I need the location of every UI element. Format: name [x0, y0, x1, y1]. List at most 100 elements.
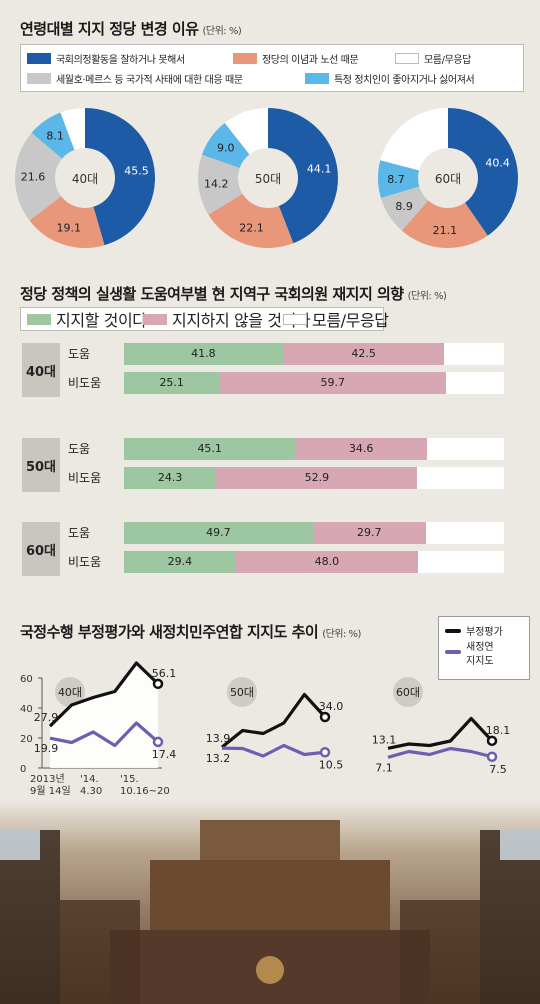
national-assembly-emblem [256, 956, 284, 984]
bar-segment: 49.7 [124, 522, 313, 544]
series-line [48, 661, 160, 728]
donut-slice [201, 122, 250, 169]
start-value-label: 7.1 [375, 761, 393, 774]
line-panel-40대: 40대 27.9 56.1 19.9 17.4 [34, 661, 177, 768]
bar-value-label: 59.7 [320, 376, 346, 389]
bar-segment: 41.8 [124, 343, 283, 365]
legend-label: 특정 정치인이 좋아지거나 싫어져서 [334, 74, 475, 86]
end-value-label: 10.5 [319, 758, 344, 771]
bar-segment [426, 438, 504, 460]
bar-segment: 52.9 [216, 467, 418, 489]
end-value-label: 34.0 [319, 700, 344, 713]
line-charts: 0 20 40 60 2013년 9월 14일 '14. 4.30 '15. 10.16~20 40… [20, 661, 511, 797]
end-point [319, 747, 331, 758]
donut-slice [380, 186, 429, 231]
donut-slice [380, 108, 448, 171]
series-line [221, 743, 326, 758]
legend-item-support-rate: 새정연 지지도 [445, 641, 494, 669]
series-line [49, 721, 160, 748]
bar-segment: 29.4 [124, 551, 236, 573]
right-monitor [500, 830, 540, 860]
bar-segment [418, 551, 504, 573]
donut-value-label: 8.7 [387, 173, 405, 186]
age-badge [55, 677, 85, 707]
bar-segment: 45.1 [124, 438, 296, 460]
x-tick-label: 2013년 9월 14일 [30, 773, 71, 797]
bar-segment: 29.7 [312, 522, 426, 544]
y-tick-label: 60 [20, 674, 33, 685]
bar-segment: 25.1 [124, 372, 220, 394]
row-label: 도움 [68, 526, 91, 540]
legend-item-national-crisis: 세월호·메르스 등 국가적 사태에 대한 대응 때문 [27, 70, 243, 86]
donut-slice [208, 193, 294, 248]
stacked-bar: 29.4 48.0 [124, 551, 504, 573]
line-title-text: 국정수행 부정평가와 새정치민주연합 지지도 추이 [20, 623, 319, 641]
age-badge [393, 677, 423, 707]
legend-swatch [27, 313, 51, 325]
row-label: 비도움 [68, 471, 102, 485]
line-panel-50대: 50대 13.9 34.0 13.2 10.5 [206, 677, 344, 771]
bar-segment: 24.3 [124, 467, 217, 489]
legend-label: 모름/무응답 [424, 54, 471, 66]
line-panel-60대: 60대 13.1 18.1 7.1 7.5 [372, 677, 511, 776]
bar-value-label: 42.5 [351, 347, 376, 360]
end-point [486, 751, 498, 762]
bar-legend: 지지할 것이다 지지하지 않을 것이다 모름/무응답 [20, 307, 389, 331]
bar-value-label: 49.7 [206, 526, 231, 539]
row-label: 비도움 [68, 555, 102, 569]
line-unit: (단위: %) [322, 629, 361, 640]
age-group-label: 40대 [22, 343, 60, 397]
stacked-bar: 45.1 34.6 [124, 438, 504, 460]
age-badge-label: 50대 [230, 686, 254, 699]
line-legend: 부정평가 새정연 지지도 [438, 616, 530, 680]
left-desks [60, 900, 140, 1004]
end-value-label: 7.5 [489, 763, 507, 776]
donut-center-label: 40대 [72, 172, 98, 186]
bar-value-label: 34.6 [348, 442, 374, 455]
legend-item-negative: 부정평가 [445, 623, 503, 638]
end-value-label: 18.1 [486, 724, 511, 737]
legend-swatch [143, 313, 167, 325]
donut-title-text: 연령대별 지지 정당 변경 이유 [20, 20, 199, 38]
legend-label: 지지할 것이다 [56, 311, 147, 330]
bar-segment [444, 343, 504, 365]
right-desks [400, 900, 480, 1004]
donut-value-label: 19.1 [57, 221, 82, 234]
legend-line-black [445, 628, 461, 633]
legend-label: 지지하지 않을 것이다 [172, 311, 311, 330]
donut-slice [197, 154, 243, 215]
assembly-hall-photo [0, 800, 540, 1004]
start-value-label: 19.9 [34, 742, 59, 755]
legend-line-purple [445, 650, 461, 654]
legend-item-no-answer: 모름/무응답 [283, 311, 389, 330]
end-point [152, 678, 164, 690]
age-badge-label: 60대 [396, 686, 420, 699]
donut-value-label: 21.6 [21, 171, 46, 184]
bar-value-label: 25.1 [159, 376, 184, 389]
legend-label: 모름/무응답 [312, 311, 389, 330]
end-point [486, 735, 498, 747]
donut-slice [60, 108, 85, 150]
bar-value-label: 29.7 [357, 526, 382, 539]
y-tick-label: 40 [20, 704, 33, 715]
end-value-label: 17.4 [152, 748, 177, 761]
donut-value-label: 45.5 [124, 165, 149, 178]
line-section-title: 국정수행 부정평가와 새정치민주연합 지지도 추이 (단위: %) [20, 621, 361, 642]
rostrum-upper [150, 860, 390, 930]
legend-swatch [233, 52, 257, 64]
donut-value-label: 8.1 [46, 129, 64, 142]
start-value-label: 27.9 [34, 711, 59, 724]
speaker-chair [200, 820, 340, 860]
donut-slice [268, 108, 338, 244]
age-group-label: 60대 [22, 522, 60, 576]
bar-value-label: 41.8 [191, 347, 216, 360]
x-tick-label: '15. 10.16~20 [120, 774, 170, 797]
legend-swatch [283, 313, 307, 325]
row-label: 도움 [68, 442, 91, 456]
donut-slice [14, 132, 63, 221]
legend-item-support: 지지할 것이다 [27, 311, 147, 330]
donut-40대: 45.5 19.1 21.6 8.1 40대 [14, 108, 155, 248]
start-value-label: 13.2 [206, 752, 231, 765]
donut-center-label: 60대 [435, 172, 461, 186]
donut-slice [378, 160, 420, 198]
